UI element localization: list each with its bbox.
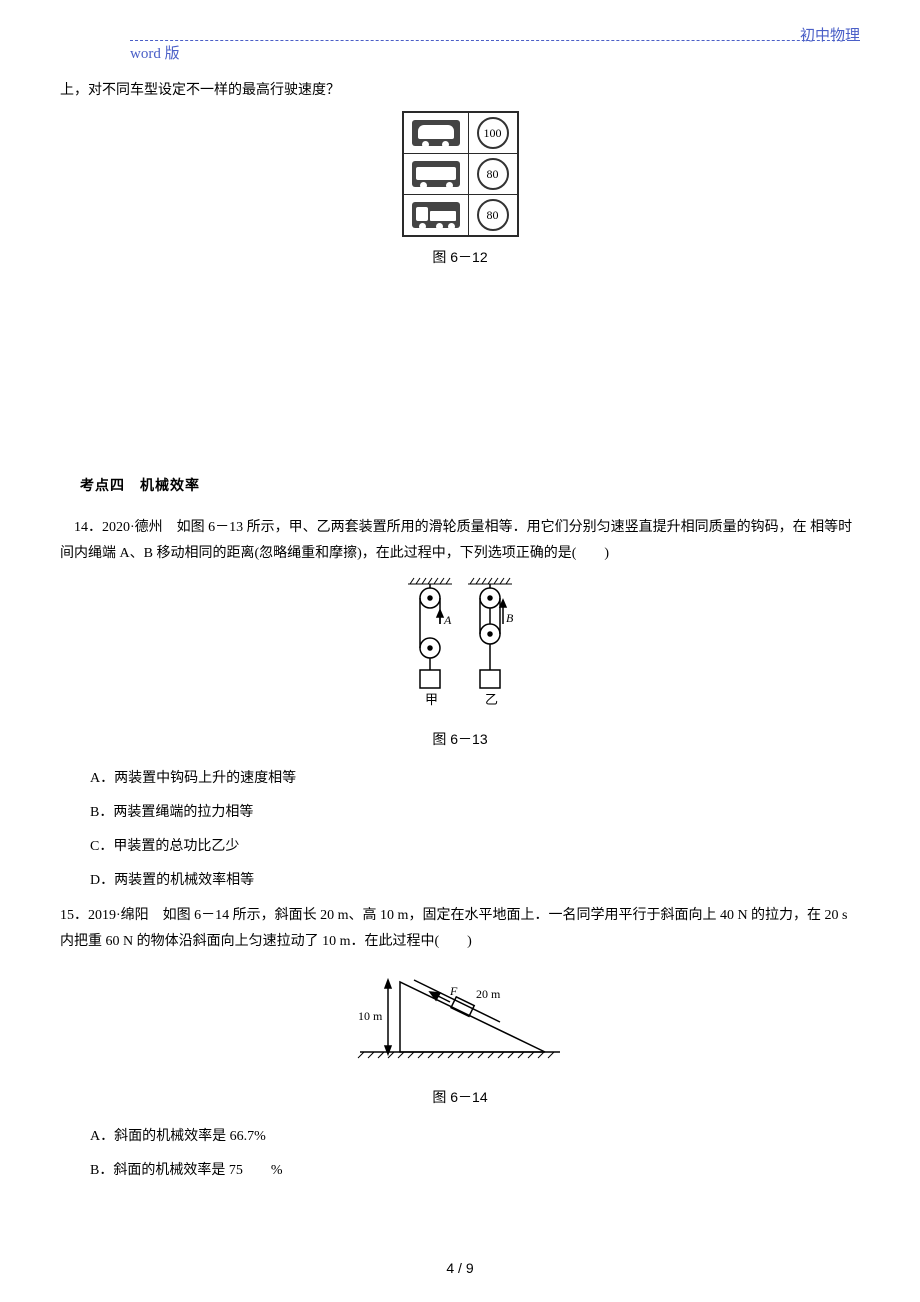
fig-6-14: 10 m F 20 m bbox=[60, 962, 860, 1077]
fig-6-13-label: 图 6－13 bbox=[60, 729, 860, 749]
q14-text: 14．2020·德州 如图 6－13 所示，甲、乙两套装置所用的滑轮质量相等．用… bbox=[60, 513, 860, 568]
speed-80a: 80 bbox=[477, 158, 509, 190]
car-icon bbox=[412, 120, 460, 146]
q15-length: 20 m bbox=[476, 987, 501, 1001]
header-word: word 版 bbox=[130, 42, 180, 63]
page-number: 4 / 9 bbox=[0, 1260, 920, 1276]
fig-6-12-label: 图 6－12 bbox=[60, 247, 860, 267]
q15-option-a: A．斜面的机械效率是 66.7% bbox=[90, 1125, 860, 1145]
q15-text: 15．2019·绵阳 如图 6－14 所示，斜面长 20 m、高 10 m，固定… bbox=[60, 903, 860, 956]
label-jia: 甲 bbox=[425, 692, 438, 707]
bus-icon bbox=[412, 161, 460, 187]
header-subject: 初中物理 bbox=[800, 24, 860, 45]
q14-option-d: D．两装置的机械效率相等 bbox=[90, 869, 860, 889]
label-B: B bbox=[506, 611, 514, 625]
fig-6-14-label: 图 6－14 bbox=[60, 1087, 860, 1107]
fig-6-12: 100 80 80 bbox=[60, 111, 860, 237]
speed-80b: 80 bbox=[477, 199, 509, 231]
truck-icon bbox=[412, 202, 460, 228]
q15-force: F bbox=[449, 984, 458, 998]
q15-option-b: B．斜面的机械效率是 75 % bbox=[90, 1159, 860, 1179]
fig-6-13: A 甲 B 乙 bbox=[60, 574, 860, 719]
q14-option-b: B．两装置绳端的拉力相等 bbox=[90, 801, 860, 821]
section-4-title: 考点四 机械效率 bbox=[80, 475, 860, 495]
q15-height: 10 m bbox=[358, 1009, 383, 1023]
label-yi: 乙 bbox=[485, 692, 498, 707]
speed-100: 100 bbox=[477, 117, 509, 149]
label-A: A bbox=[443, 613, 452, 627]
header-dash-line bbox=[130, 40, 860, 41]
q14-option-a: A．两装置中钩码上升的速度相等 bbox=[90, 767, 860, 787]
q14-option-c: C．甲装置的总功比乙少 bbox=[90, 835, 860, 855]
intro-text: 上，对不同车型设定不一样的最高行驶速度？ bbox=[60, 78, 860, 105]
